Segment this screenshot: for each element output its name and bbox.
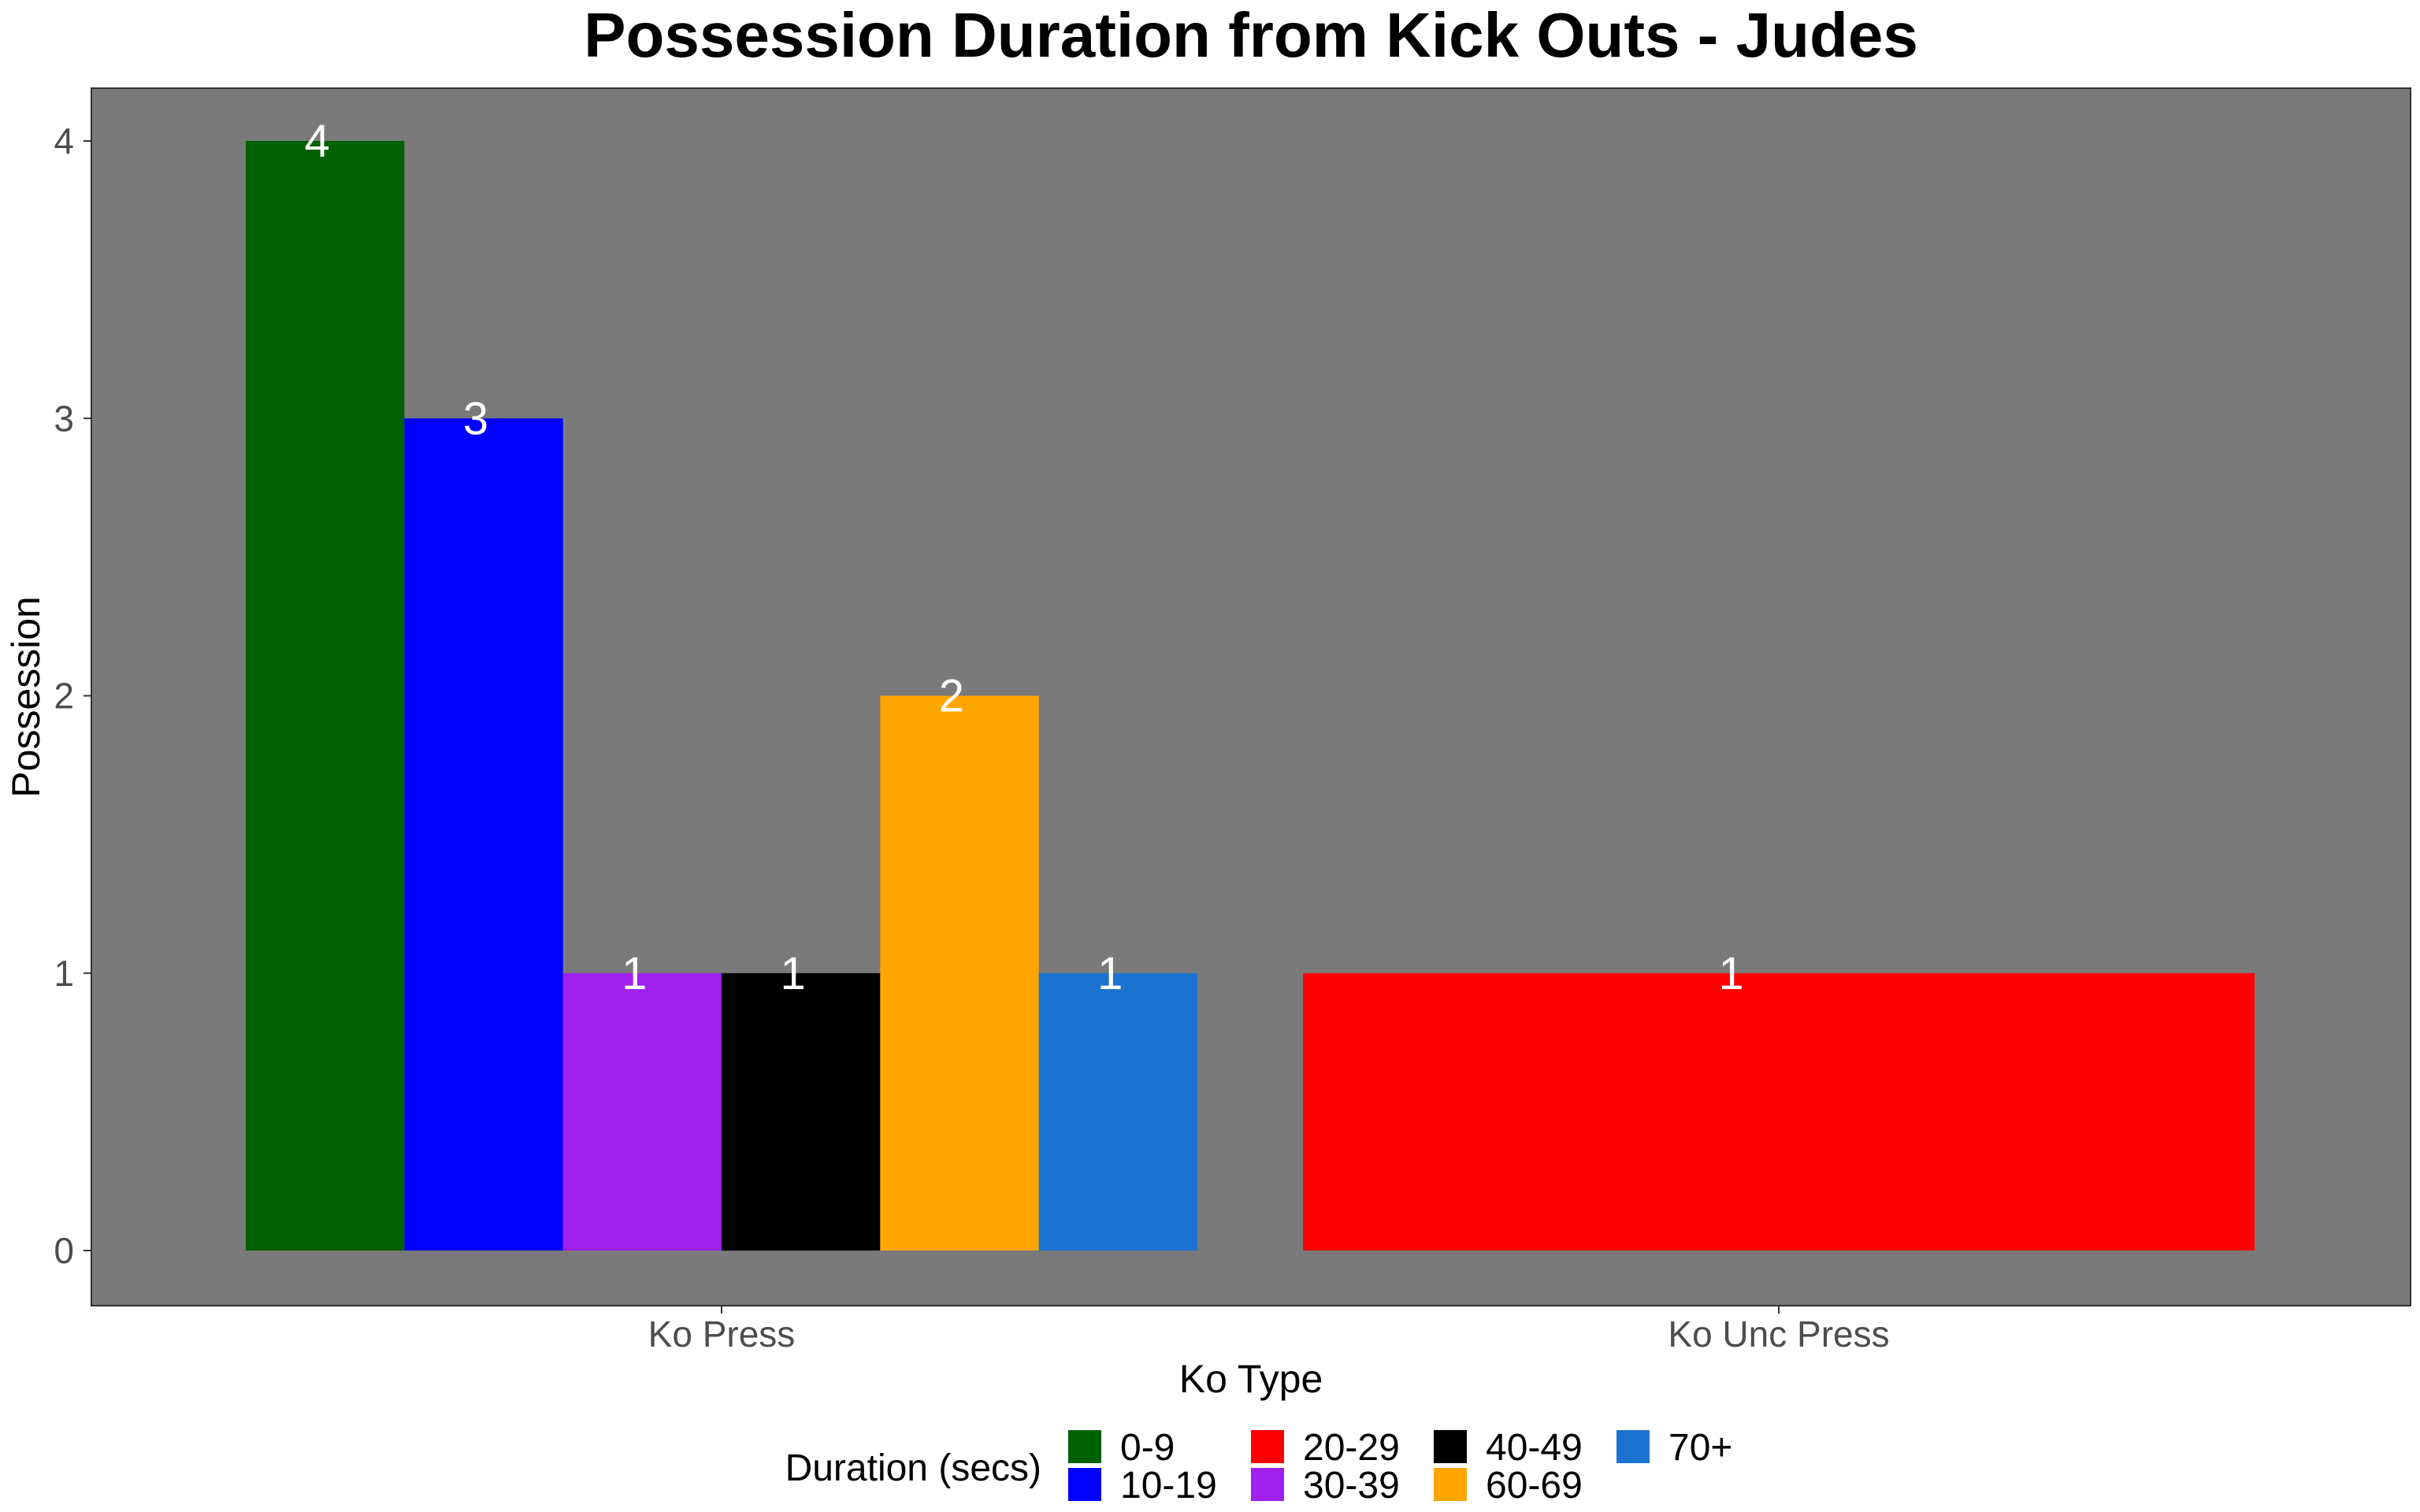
legend-label: 60-69: [1486, 1465, 1583, 1506]
legend-label: 70+: [1668, 1427, 1732, 1469]
x-tick-label: Ko Press: [648, 1314, 796, 1354]
bar-value-label: 4: [304, 116, 329, 167]
y-tick-label: 2: [54, 676, 74, 717]
legend-swatch: [1434, 1430, 1467, 1463]
x-axis-title: Ko Type: [1179, 1357, 1323, 1401]
bar-labels: 4 3 1 1 2 1 1: [304, 116, 1743, 999]
chart-title: Possession Duration from Kick Outs - Jud…: [584, 0, 1918, 70]
legend-label: 10-19: [1120, 1465, 1217, 1506]
bar-ko-press-60-69: [880, 695, 1039, 1251]
bars: [246, 141, 2255, 1251]
bar-value-label: 3: [463, 393, 488, 444]
x-axis: Ko Press Ko Unc Press: [91, 1305, 2411, 1354]
y-tick-label: 0: [54, 1230, 74, 1271]
bar-value-label: 1: [1718, 948, 1743, 999]
y-tick-label: 4: [54, 120, 74, 161]
bar-ko-press-70+: [1038, 973, 1197, 1251]
bar-ko-press-30-39: [562, 973, 722, 1251]
legend-label: 0-9: [1120, 1427, 1175, 1469]
legend-swatch: [1068, 1468, 1101, 1501]
legend-swatch: [1434, 1468, 1467, 1501]
legend-title: Duration (secs): [785, 1447, 1041, 1489]
legend-swatch: [1251, 1430, 1284, 1463]
legend-label: 30-39: [1303, 1465, 1400, 1506]
legend-swatch: [1251, 1468, 1284, 1501]
y-tick-label: 3: [54, 398, 74, 439]
bar-value-label: 1: [780, 948, 805, 999]
bar-ko-press-0-9: [246, 141, 405, 1251]
legend-swatch: [1068, 1430, 1101, 1463]
legend-swatch: [1616, 1430, 1650, 1463]
bar-ko-press-10-19: [404, 418, 563, 1251]
y-axis-title: Possession: [4, 596, 48, 798]
y-axis: 0 1 2 3 4: [54, 88, 92, 1306]
y-tick-label: 1: [54, 953, 74, 994]
bar-ko-unc-press-20-29: [1303, 973, 2255, 1251]
bar-value-label: 1: [622, 948, 647, 999]
legend-label: 20-29: [1303, 1427, 1400, 1469]
x-tick-label: Ko Unc Press: [1668, 1314, 1889, 1354]
bar-value-label: 2: [939, 671, 964, 722]
legend-label: 40-49: [1486, 1427, 1583, 1469]
bar-ko-press-40-49: [722, 973, 881, 1251]
bar-value-label: 1: [1097, 948, 1123, 999]
